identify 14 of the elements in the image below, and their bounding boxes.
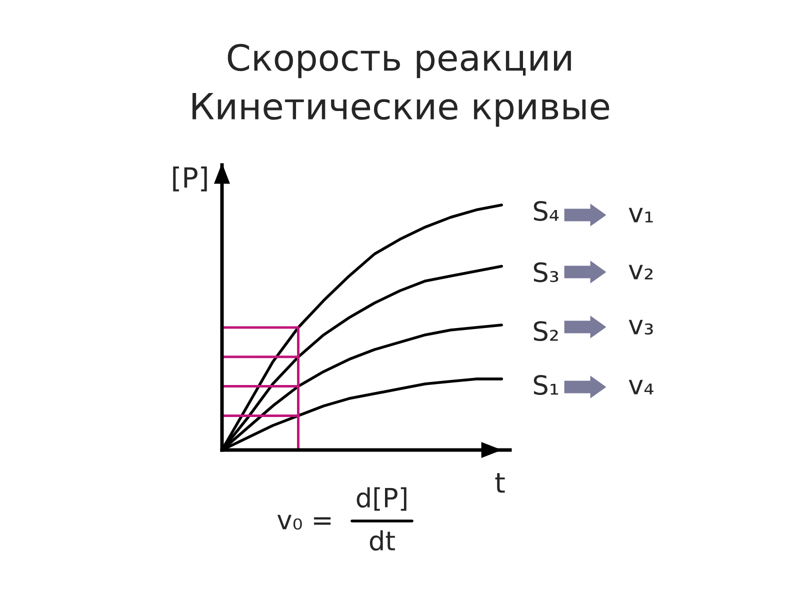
- text: v₃: [628, 320, 653, 335]
- text: v₄: [628, 380, 654, 394]
- y-axis-title: [P]: [173, 166, 207, 192]
- series-label: S₄: [534, 201, 559, 221]
- text: v₂: [628, 264, 653, 280]
- chart-title: Скорость реакции Кинетические кривые: [192, 44, 610, 127]
- series-label: S₁: [534, 374, 558, 395]
- text: v₁: [628, 208, 653, 222]
- text: d[P]: [356, 487, 406, 511]
- series-label: S₃: [534, 262, 558, 282]
- x-axis-title: t: [495, 473, 505, 493]
- text: v₀ =: [277, 514, 331, 530]
- text: dt: [370, 530, 395, 551]
- series-label: S₂: [534, 321, 558, 342]
